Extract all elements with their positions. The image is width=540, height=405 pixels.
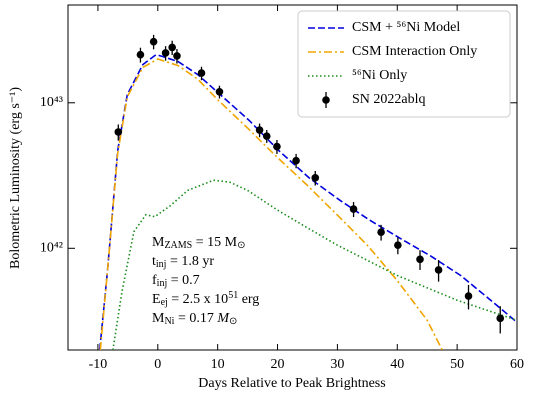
data-point xyxy=(262,132,271,140)
data-point xyxy=(161,49,170,57)
annotation-part: ej xyxy=(161,297,168,308)
annotation-part: = 2.5 x 10 xyxy=(168,292,228,307)
x-tick-label: 30 xyxy=(330,357,344,372)
data-point xyxy=(149,37,158,46)
annotation-part: erg xyxy=(238,292,259,307)
data-point xyxy=(292,156,300,165)
x-tick-label: 0 xyxy=(154,357,161,372)
annotation-part: = 15 M xyxy=(192,235,237,250)
data-point xyxy=(136,50,145,59)
x-tick-label: 10 xyxy=(211,357,225,372)
annotation-part: = 1.8 yr xyxy=(166,254,214,269)
annotation-part: ⊙ xyxy=(229,316,237,327)
data-point xyxy=(114,128,123,136)
y-axis-label: Bolometric Luminosity (erg s⁻¹) xyxy=(8,87,23,269)
y-tick-label: 10⁴² xyxy=(40,241,63,256)
x-tick-label: 40 xyxy=(390,357,404,372)
annotation-part: M xyxy=(216,311,230,326)
x-tick-label: 50 xyxy=(450,357,464,372)
annotation-part: M xyxy=(152,235,165,250)
data-point xyxy=(273,142,281,151)
annotation-part: = 0.17 xyxy=(174,311,217,326)
annotation-line: tinj = 1.8 yr xyxy=(152,254,214,270)
data-point xyxy=(416,255,424,264)
annotation-part: inj xyxy=(156,259,167,270)
annotation-part: M xyxy=(152,311,165,326)
annotation-part: 51 xyxy=(228,290,238,301)
model-curve xyxy=(112,179,517,350)
annotation-line: finj = 0.7 xyxy=(152,273,200,289)
annotation-line: MZAMS = 15 M⊙ xyxy=(152,235,245,251)
y-tick-label: 10⁴³ xyxy=(40,95,63,110)
plot-frame xyxy=(67,4,518,351)
x-axis-label: Days Relative to Peak Brightness xyxy=(198,376,385,391)
annotation-line: MNi = 0.17 M⊙ xyxy=(152,311,237,327)
x-tick-label: 60 xyxy=(510,357,524,372)
data-point xyxy=(394,241,402,250)
data-point xyxy=(168,43,176,52)
legend-label: CSM + ⁵⁶Ni Model xyxy=(352,20,460,35)
model-curve xyxy=(99,58,443,350)
annotation-part: E xyxy=(152,292,161,307)
annotation-line: Eej = 2.5 x 1051 erg xyxy=(152,290,259,308)
data-point xyxy=(349,205,358,213)
annotation-part: = 0.7 xyxy=(167,273,199,288)
x-tick-label: 20 xyxy=(271,357,285,372)
data-point xyxy=(215,88,224,96)
data-point xyxy=(434,266,443,274)
annotation-part: f xyxy=(152,273,157,288)
data-point xyxy=(255,126,264,134)
model-curve xyxy=(98,53,517,350)
x-tick-label: -10 xyxy=(89,357,108,372)
annotation-part: t xyxy=(152,254,156,269)
data-point xyxy=(496,314,505,323)
annotation-part: ZAMS xyxy=(164,240,192,251)
data-point xyxy=(464,292,473,300)
legend-box xyxy=(297,10,511,118)
legend-label: ⁵⁶Ni Only xyxy=(352,68,407,83)
data-point xyxy=(311,174,320,182)
data-point xyxy=(377,228,385,237)
annotation-part: inj xyxy=(157,278,168,289)
annotation-part: Ni xyxy=(164,316,174,327)
legend-label: SN 2022ablq xyxy=(352,92,426,107)
plot-area xyxy=(98,34,517,350)
legend-label: CSM Interaction Only xyxy=(352,44,477,59)
data-point xyxy=(173,52,181,60)
data-point xyxy=(197,69,206,77)
annotation-part: ⊙ xyxy=(237,240,245,251)
legend-swatch xyxy=(322,96,330,104)
